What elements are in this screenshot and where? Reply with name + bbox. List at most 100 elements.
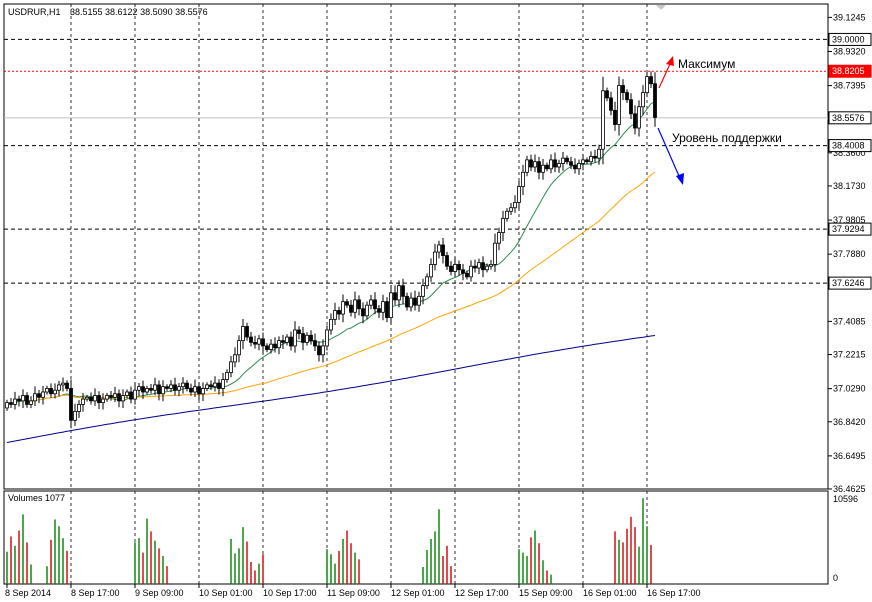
candle (65, 380, 69, 392)
candle (389, 284, 393, 325)
horizontal-levels (4, 38, 828, 284)
candle (521, 164, 525, 195)
current-price-label: 38.5576 (832, 113, 865, 123)
candle (33, 386, 37, 407)
candle (449, 261, 453, 276)
y-tick-label: 38.1730 (833, 181, 866, 191)
candle (541, 158, 545, 180)
candle (89, 392, 93, 405)
candle (237, 335, 241, 363)
candle (9, 398, 13, 408)
candle (273, 337, 277, 353)
candle (369, 294, 373, 310)
x-tick-label: 8 Sep 17:00 (71, 588, 120, 598)
x-tick-label: 16 Sep 01:00 (583, 588, 637, 598)
candle (141, 380, 145, 400)
ohlc-header: 38.5155 38.6122 38.5090 38.5576 (70, 7, 208, 17)
candle (569, 156, 573, 169)
candle (101, 393, 105, 410)
candle (413, 290, 417, 311)
level-label: 38.4008 (832, 141, 865, 151)
candle (337, 306, 341, 320)
y-tick-label: 37.2215 (833, 350, 866, 360)
candle (57, 380, 61, 397)
volume-min-label: 0 (833, 573, 838, 583)
candle (157, 380, 161, 401)
x-tick-label: 10 Sep 01:00 (199, 588, 253, 598)
candle (49, 383, 53, 398)
candle (621, 79, 625, 101)
candle (305, 332, 309, 346)
y-tick-label: 39.1245 (833, 12, 866, 22)
level-label: 37.9294 (832, 224, 865, 234)
y-tick-label: 38.9320 (833, 46, 866, 56)
candle (245, 322, 249, 341)
chart-shift-icon[interactable] (656, 5, 666, 10)
candle (265, 343, 269, 353)
candle (481, 256, 485, 278)
candle (593, 149, 597, 163)
candle (537, 156, 541, 180)
current-price-box (828, 111, 872, 125)
candle (401, 278, 405, 305)
candle (21, 389, 25, 409)
candle (529, 154, 533, 172)
candle (93, 388, 97, 406)
candle (613, 101, 617, 131)
candle (269, 339, 273, 354)
x-tick-label: 16 Sep 17:00 (647, 588, 701, 598)
candle (465, 270, 469, 280)
candle (325, 325, 329, 351)
candle (637, 100, 641, 137)
ma-slow-line (6, 335, 656, 443)
candle (353, 291, 357, 319)
candle (549, 154, 553, 174)
candle (377, 305, 381, 319)
candle (29, 396, 33, 409)
x-tick-label: 12 Sep 17:00 (455, 588, 509, 598)
candle (565, 155, 569, 165)
level-label: 37.6246 (832, 278, 865, 288)
candle (393, 285, 397, 306)
candle (645, 72, 649, 98)
candle (125, 389, 129, 399)
candle (297, 326, 301, 340)
grid (70, 4, 648, 489)
candle (293, 321, 297, 353)
candle (161, 380, 165, 402)
candles (5, 71, 657, 429)
candle (13, 391, 17, 410)
candle (525, 155, 529, 177)
candle (461, 263, 465, 281)
price-axis: 39.124538.932038.739538.547038.360038.17… (828, 12, 872, 583)
level-box (828, 276, 872, 290)
volume-max-label: 10596 (833, 494, 858, 504)
candle (61, 377, 65, 392)
y-tick-label: 36.6495 (833, 451, 866, 461)
max-level-label: 38.8205 (832, 66, 865, 76)
max-level-box (828, 64, 872, 78)
candle (197, 382, 201, 401)
candle (285, 334, 289, 346)
annotation-maximum: Максимум (678, 57, 735, 71)
candle (469, 260, 473, 282)
candle (105, 392, 109, 402)
candle (77, 400, 81, 418)
candle (333, 302, 337, 325)
candle (653, 72, 657, 127)
candle (429, 258, 433, 282)
candle (221, 372, 225, 397)
candle (517, 180, 521, 211)
candle (629, 93, 633, 120)
candle (185, 380, 189, 392)
candle (189, 383, 193, 396)
candle (633, 105, 637, 135)
candle (597, 144, 601, 165)
candle (233, 347, 237, 368)
candle (69, 379, 73, 429)
candle (249, 332, 253, 347)
candle (433, 243, 437, 271)
candle (649, 71, 653, 88)
candle (405, 292, 409, 311)
